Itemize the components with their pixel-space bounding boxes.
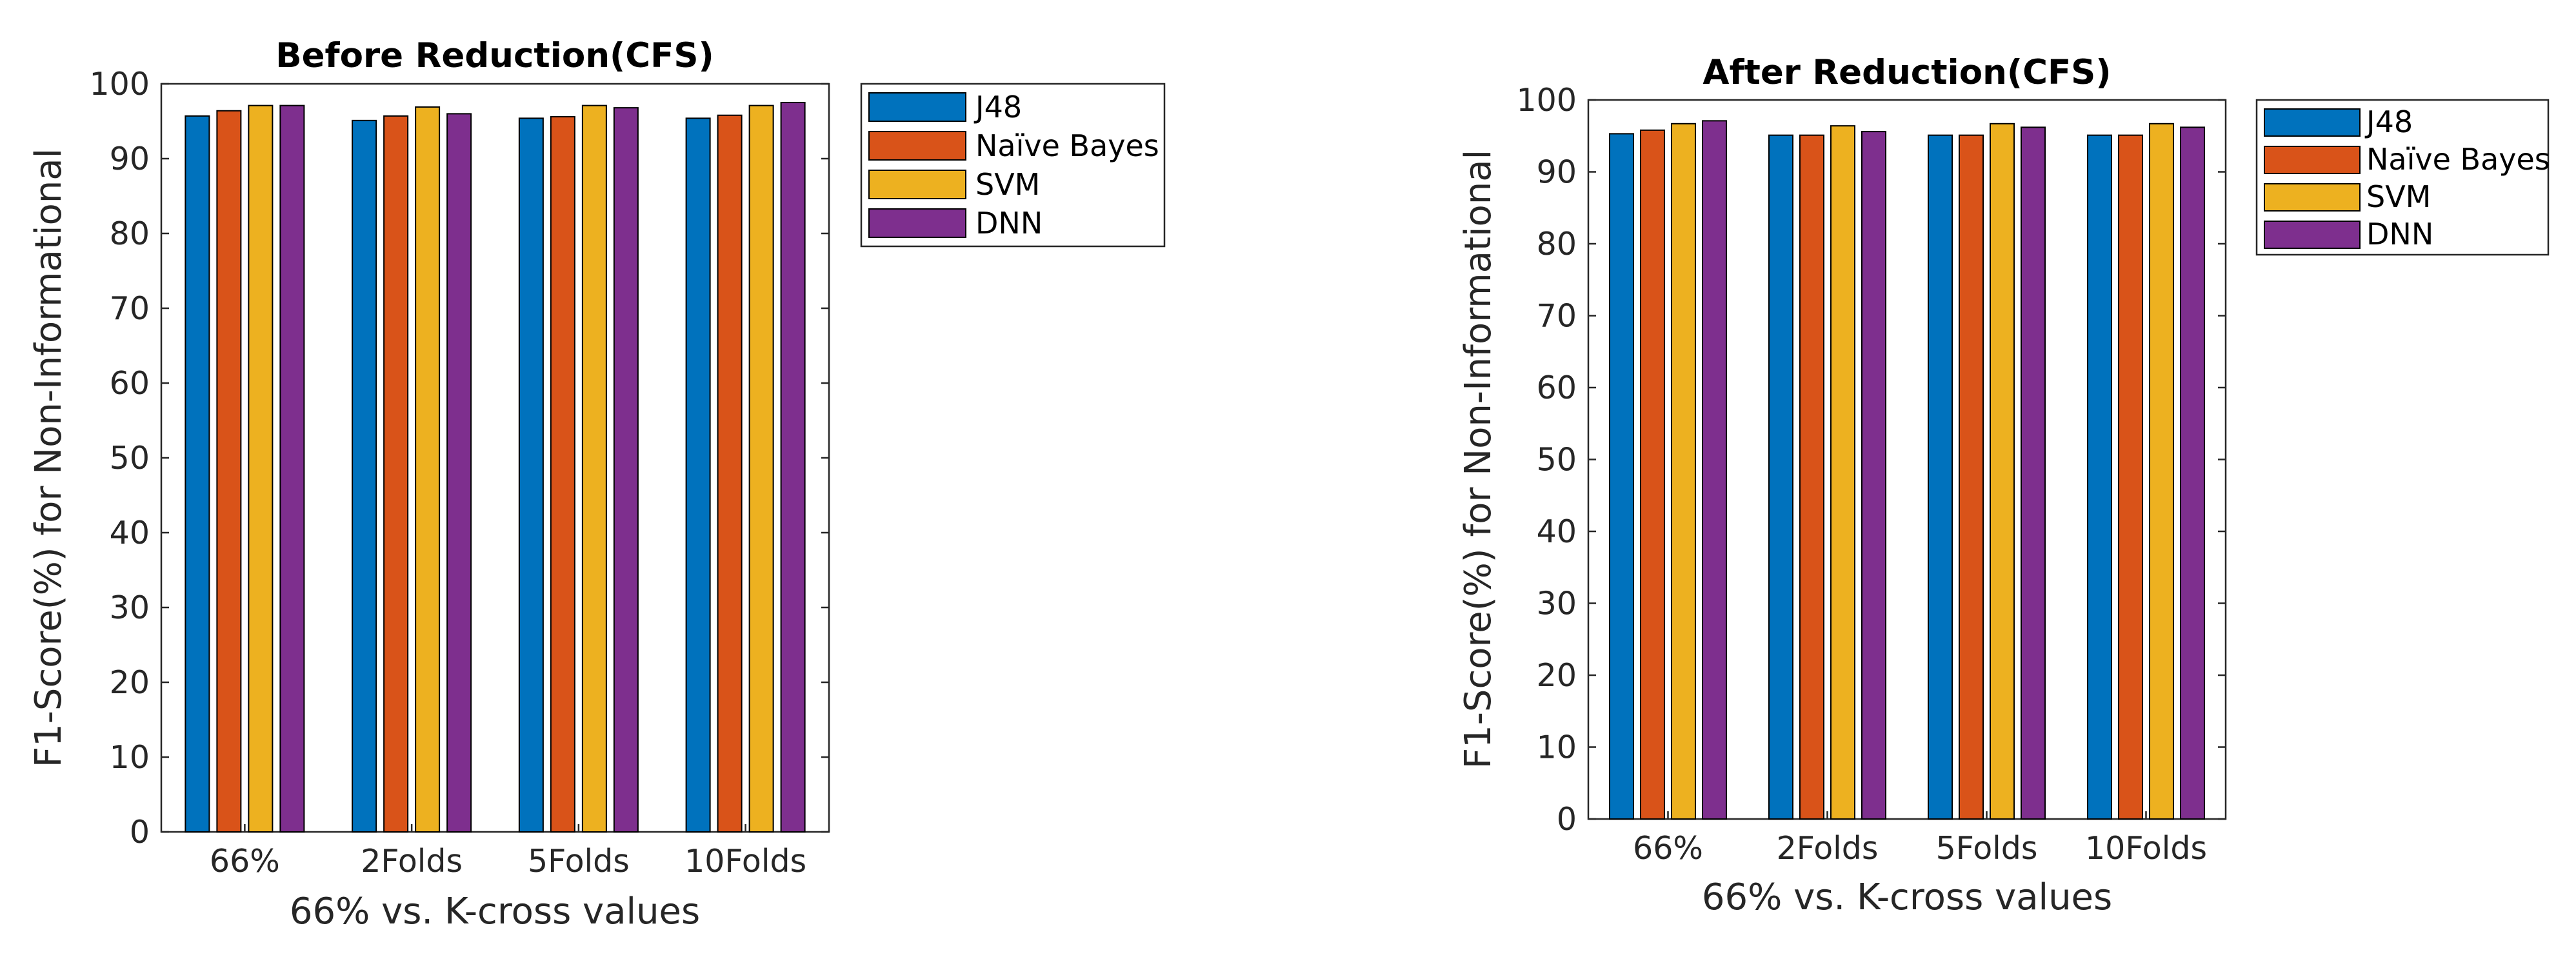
y-tick-label: 20 [1537, 657, 1577, 694]
legend-label: SVM [2366, 179, 2431, 214]
y-tick-label: 70 [1537, 298, 1577, 335]
bar-na-ve-bayes-1 [383, 115, 409, 833]
x-tick-label: 66% [1633, 830, 1703, 867]
legend-swatch [2264, 108, 2361, 137]
x-tick-label: 5Folds [528, 843, 630, 880]
bar-na-ve-bayes-1 [1799, 134, 1824, 820]
y-axis-tick-labels: 0 10 20 30 40 50 60 70 80 90 100 [89, 66, 150, 851]
chart-title: Before Reduction(CFS) [275, 36, 714, 75]
y-tick-label: 0 [1557, 801, 1577, 838]
bar-svm-3 [2149, 123, 2174, 820]
bar-na-ve-bayes-3 [717, 114, 743, 833]
y-axis-tick-labels: 0 10 20 30 40 50 60 70 80 90 100 [1516, 82, 1577, 838]
y-tick-label: 70 [110, 290, 150, 327]
x-axis-label: 66% vs. K-cross values [290, 891, 700, 932]
legend-label: SVM [975, 167, 1040, 202]
bar-dnn-0 [1702, 120, 1727, 820]
bar-dnn-3 [2180, 126, 2205, 820]
y-tick-label: 50 [110, 440, 150, 477]
y-tick-label: 40 [110, 515, 150, 551]
legend-label: Naïve Bayes [975, 128, 1159, 163]
chart-after-reduction: 0 10 20 30 40 50 60 70 80 90 100 66% 2Folds 5Folds 10… [1457, 53, 2550, 918]
bar-na-ve-bayes-0 [216, 110, 242, 833]
bar-svm-1 [1830, 125, 1855, 820]
legend-label: DNN [975, 206, 1043, 241]
y-tick-label: 100 [1516, 82, 1577, 119]
x-axis-label: 66% vs. K-cross values [1702, 876, 2112, 918]
bar-svm-0 [1671, 123, 1696, 820]
bar-svm-2 [581, 104, 607, 833]
bar-group [185, 102, 806, 833]
x-tick-label: 2Folds [361, 843, 463, 880]
x-tick-label: 66% [210, 843, 280, 880]
bar-j48-3 [2087, 134, 2112, 820]
legend-swatch [2264, 183, 2361, 212]
y-tick-label: 90 [110, 141, 150, 177]
y-tick-label: 100 [89, 66, 150, 103]
x-tick-label: 10Folds [2085, 830, 2207, 867]
bar-j48-0 [185, 115, 210, 833]
legend-label: Naïve Bayes [2366, 142, 2550, 177]
y-tick-label: 20 [110, 664, 150, 701]
y-tick-label: 90 [1537, 154, 1577, 191]
bar-j48-1 [352, 119, 377, 833]
y-tick-label: 10 [1537, 729, 1577, 766]
y-tick-label: 30 [1537, 586, 1577, 622]
bar-dnn-3 [780, 102, 806, 833]
y-tick-label: 10 [110, 739, 150, 776]
bar-na-ve-bayes-3 [2118, 134, 2143, 820]
legend-swatch [2264, 146, 2361, 174]
y-tick-label: 60 [1537, 370, 1577, 406]
legend-swatch [2264, 221, 2361, 249]
bar-j48-1 [1768, 134, 1793, 820]
chart-before-reduction: 0 10 20 30 40 50 60 70 80 90 100 66% 2Folds 5Folds 10… [28, 36, 1166, 932]
bar-dnn-2 [613, 107, 639, 833]
bar-dnn-1 [1861, 131, 1886, 820]
bar-svm-0 [248, 104, 274, 833]
x-tick-label: 10Folds [684, 843, 806, 880]
y-tick-label: 0 [130, 814, 150, 851]
bar-dnn-0 [279, 104, 305, 833]
y-tick-label: 80 [110, 215, 150, 252]
bar-dnn-2 [2021, 126, 2046, 820]
legend-label: J48 [2364, 104, 2413, 139]
bar-j48-2 [1928, 134, 1953, 820]
bar-svm-3 [748, 104, 774, 833]
bar-j48-0 [1609, 133, 1634, 820]
legend-swatch [868, 92, 966, 122]
bar-j48-2 [518, 117, 544, 833]
bar-svm-1 [415, 106, 441, 833]
x-axis-tick-labels: 66% 2Folds 5Folds 10Folds [1633, 830, 2207, 867]
y-tick-label: 80 [1537, 226, 1577, 262]
y-tick-label: 50 [1537, 442, 1577, 479]
axis-ticks [1588, 99, 2226, 820]
chart-title: After Reduction(CFS) [1702, 53, 2111, 92]
legend-label: J48 [973, 90, 1022, 124]
legend-swatch [868, 208, 966, 238]
bar-j48-3 [685, 117, 711, 833]
bar-svm-2 [1990, 123, 2015, 820]
bar-group [1609, 120, 2205, 820]
bar-dnn-1 [446, 113, 472, 833]
y-tick-label: 60 [110, 365, 150, 402]
y-tick-label: 30 [110, 589, 150, 626]
x-tick-label: 2Folds [1777, 830, 1879, 867]
y-axis-label: F1-Score(%) for Non-Informational [28, 148, 70, 767]
legend-swatch [868, 131, 966, 161]
legend-swatch [868, 170, 966, 199]
x-axis-tick-labels: 66% 2Folds 5Folds 10Folds [210, 843, 806, 880]
y-tick-label: 40 [1537, 513, 1577, 550]
bar-na-ve-bayes-2 [550, 116, 575, 833]
y-axis-label: F1-Score(%) for Non-Informational [1457, 150, 1499, 769]
legend: J48 Naïve Bayes SVM DNN [860, 83, 1166, 248]
x-tick-label: 5Folds [1936, 830, 2038, 867]
legend-label: DNN [2366, 217, 2433, 252]
bar-na-ve-bayes-2 [1959, 134, 1984, 820]
axis-ticks [161, 83, 829, 833]
bar-na-ve-bayes-0 [1640, 129, 1665, 820]
